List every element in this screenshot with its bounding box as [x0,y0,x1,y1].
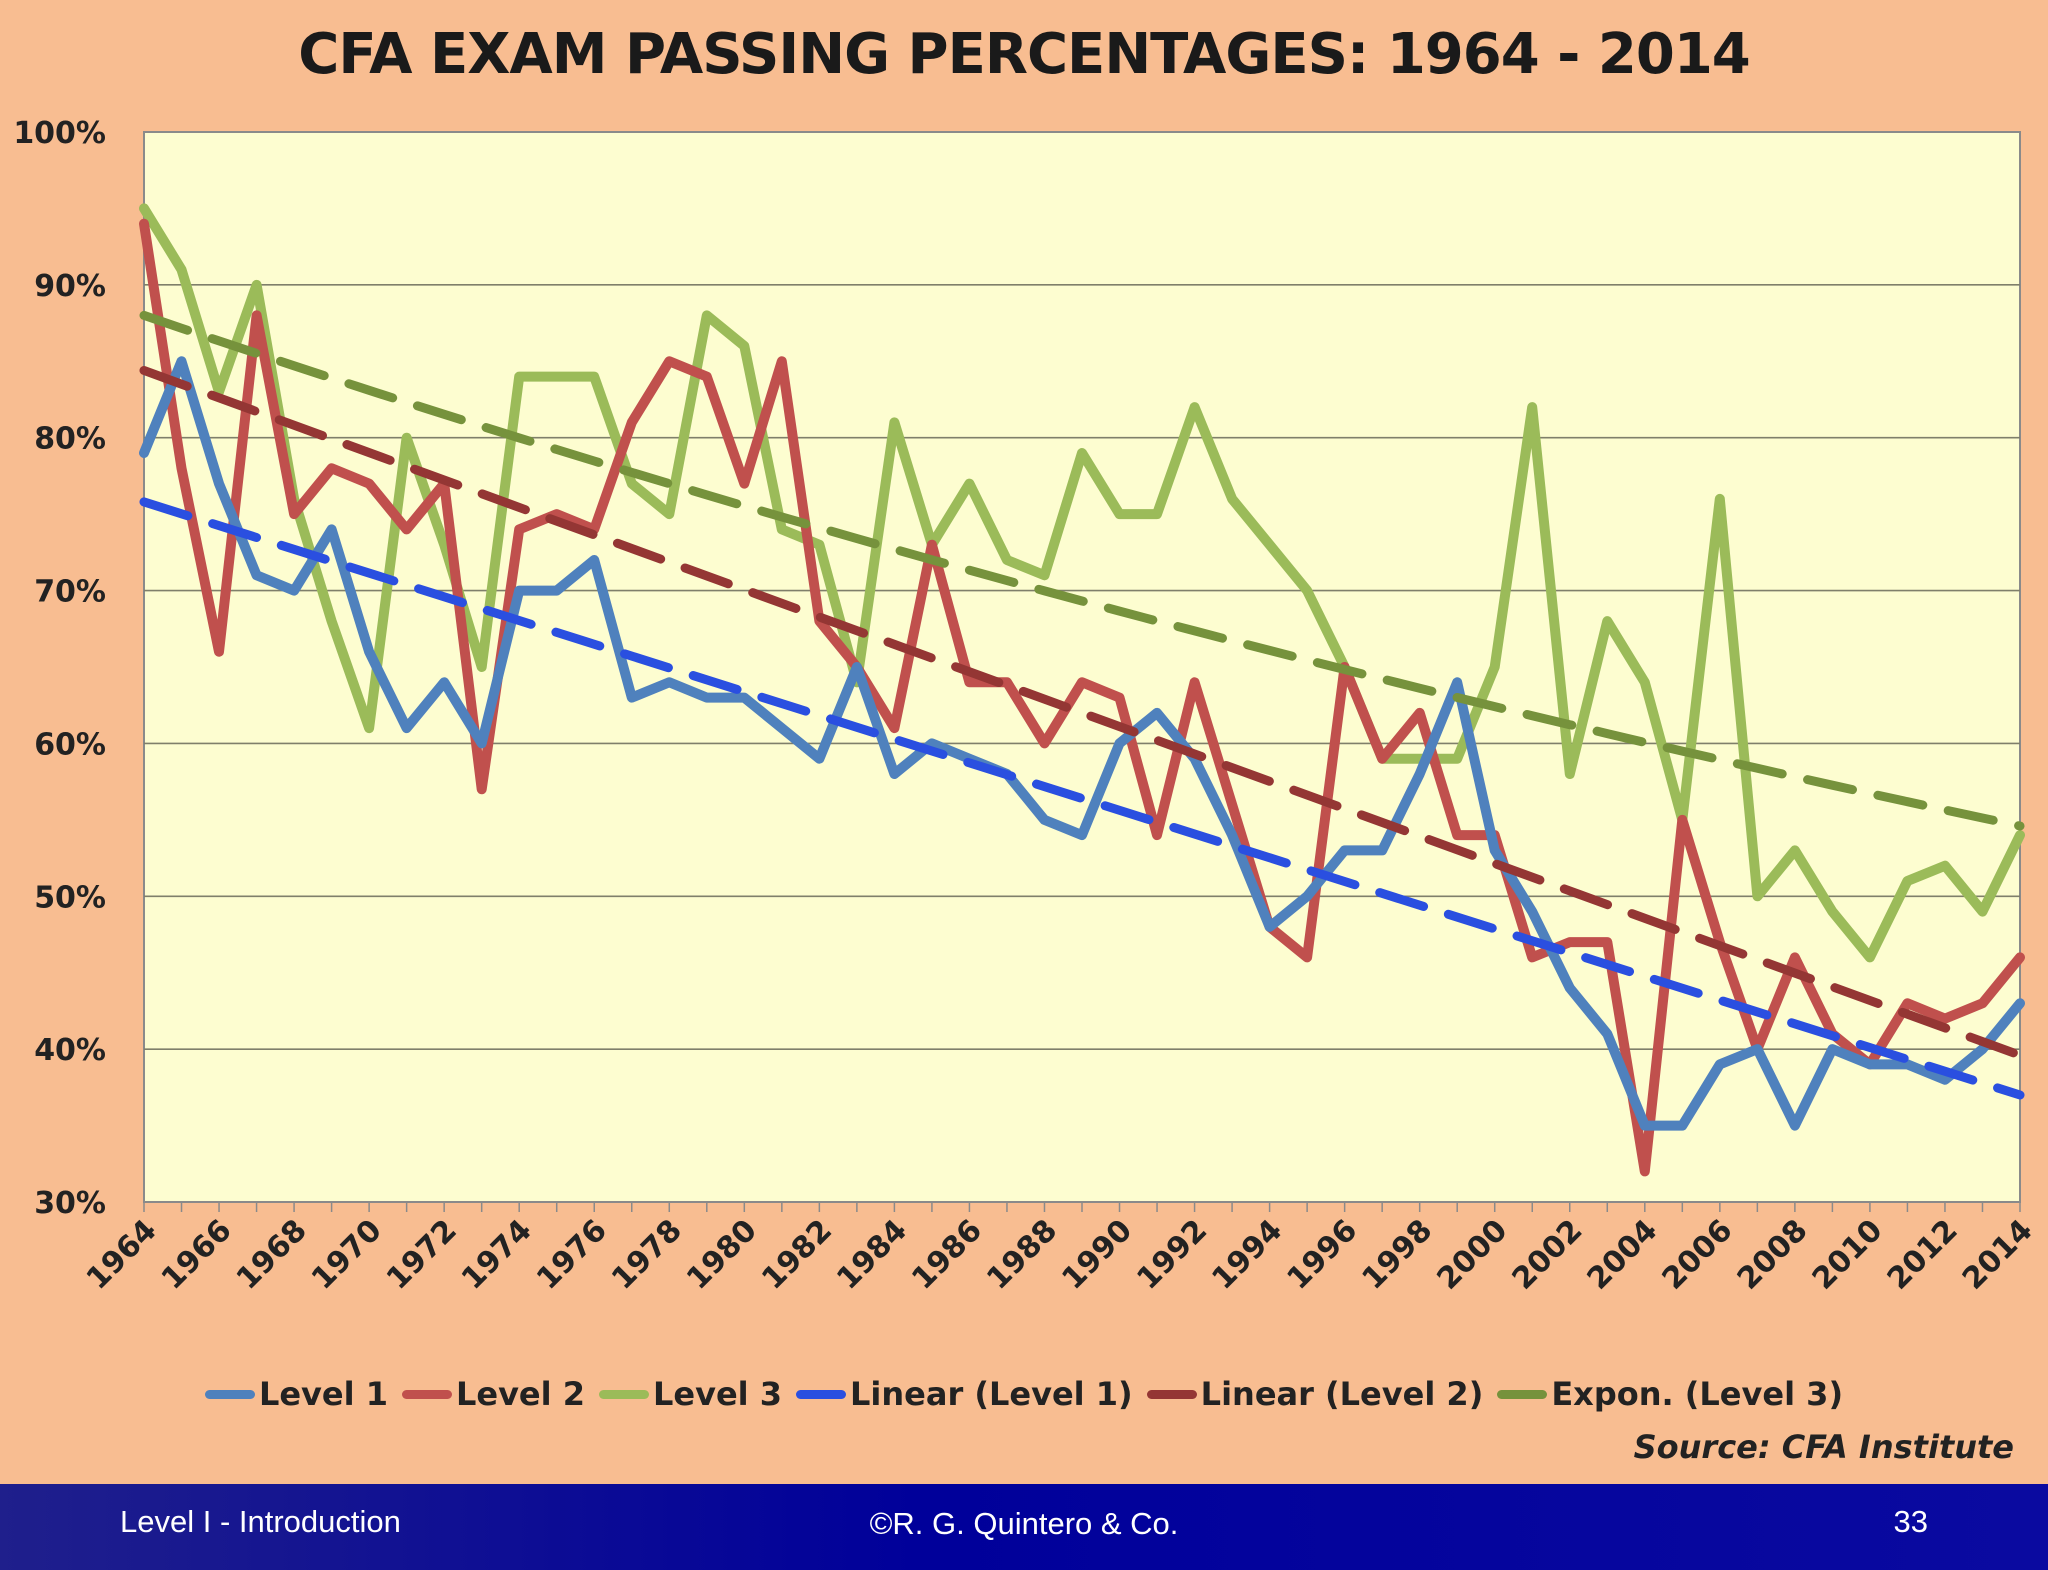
legend-item-expon-level-3: Expon. (Level 3) [1497,1375,1843,1413]
legend-label: Linear (Level 1) [850,1375,1133,1413]
legend-label: Linear (Level 2) [1200,1375,1484,1413]
trendline-expon-level-3 [139,310,2025,831]
x-tick-label: 1988 [980,1213,1064,1297]
legend-label: Level 3 [653,1375,783,1413]
x-tick-label: 1976 [530,1213,614,1297]
x-tick-label: 1990 [1055,1213,1139,1297]
y-tick-label: 70% [34,575,106,610]
legend-label: Expon. (Level 3) [1551,1375,1844,1413]
plot-area [143,131,2021,1203]
x-tick-label: 1998 [1356,1213,1440,1297]
legend-item-level-1: Level 1 [204,1375,388,1413]
x-tick-label: 1986 [905,1213,989,1297]
x-tick-label: 1964 [80,1213,164,1297]
legend-swatch-level-1 [204,1389,255,1399]
legend-item-linear-level-2: Linear (Level 2) [1146,1375,1484,1413]
series-line-level-1 [139,356,2025,1131]
line-chart: 30%40%50%60%70%80%90%100% 19641966196819… [13,116,2040,1297]
x-tick-label: 1992 [1130,1213,1214,1297]
x-tick-label: 1984 [830,1213,914,1297]
legend-label: Level 2 [455,1375,585,1413]
page-number: 33 [1893,1504,1928,1539]
y-tick-label: 80% [34,422,106,457]
legend-item-level-3: Level 3 [599,1375,782,1413]
footer-copyright: ©R. G. Quintero & Co. [869,1506,1179,1541]
x-tick-label: 2010 [1806,1213,1890,1297]
x-tick-label: 1980 [680,1213,764,1297]
y-axis-tick-labels: 30% 40% 50% 60% 70% 80% 90% 100% [13,116,106,1221]
x-tick-label: 1982 [755,1213,839,1297]
x-tick-label: 2014 [1956,1213,2040,1297]
legend-item-level-2: Level 2 [401,1375,585,1413]
legend-swatch-linear-level-2 [1146,1389,1197,1399]
x-axis-tick-labels: 1964196619681970197219741976197819801982… [80,1213,2040,1297]
x-tick-label: 1970 [305,1213,389,1297]
legend-swatch-linear-level-1 [796,1389,847,1399]
slide: CFA EXAM PASSING PERCENTAGES: 1964 - 201… [0,22,2048,1466]
legend-label: Level 1 [258,1375,388,1413]
y-tick-label: 40% [34,1033,106,1068]
series-line-level-2 [139,218,2025,1177]
trendline-linear-level-1 [139,497,2025,1100]
y-tick-label: 100% [13,116,106,151]
slide-footer: Level I - Introduction ©R. G. Quintero &… [0,1484,2048,1570]
x-tick-label: 2008 [1731,1213,1815,1297]
series-lines [139,203,2025,1177]
x-tick-label: 1968 [230,1213,314,1297]
x-tick-label: 1996 [1281,1213,1365,1297]
x-tick-label: 1966 [155,1213,239,1297]
legend: Level 1 Level 2 Level 3 Linear (Level 1)… [0,1375,2048,1413]
x-tick-label: 2012 [1881,1213,1965,1297]
y-tick-label: 30% [34,1186,106,1221]
x-tick-label: 1994 [1205,1213,1289,1297]
x-tick-label: 2004 [1581,1213,1665,1297]
x-tick-label: 2000 [1431,1213,1515,1297]
legend-item-linear-level-1: Linear (Level 1) [796,1375,1133,1413]
x-tick-label: 2006 [1656,1213,1740,1297]
trendline-linear-level-2 [139,365,2025,1060]
legend-swatch-level-3 [599,1389,649,1399]
x-tick-label: 1974 [455,1213,539,1297]
chart-title: CFA EXAM PASSING PERCENTAGES: 1964 - 201… [298,22,1751,87]
y-tick-label: 90% [34,269,106,304]
legend-swatch-expon-level-3 [1497,1389,1548,1399]
legend-swatch-level-2 [401,1389,452,1399]
x-tick-label: 1978 [605,1213,689,1297]
x-tick-label: 2002 [1506,1213,1590,1297]
footer-section-label: Level I - Introduction [120,1504,401,1539]
y-tick-label: 60% [34,727,106,762]
source-note: Source: CFA Institute [1633,1428,2014,1466]
x-tick-label: 1972 [380,1213,464,1297]
y-tick-label: 50% [34,880,106,915]
trendlines [139,310,2025,1100]
